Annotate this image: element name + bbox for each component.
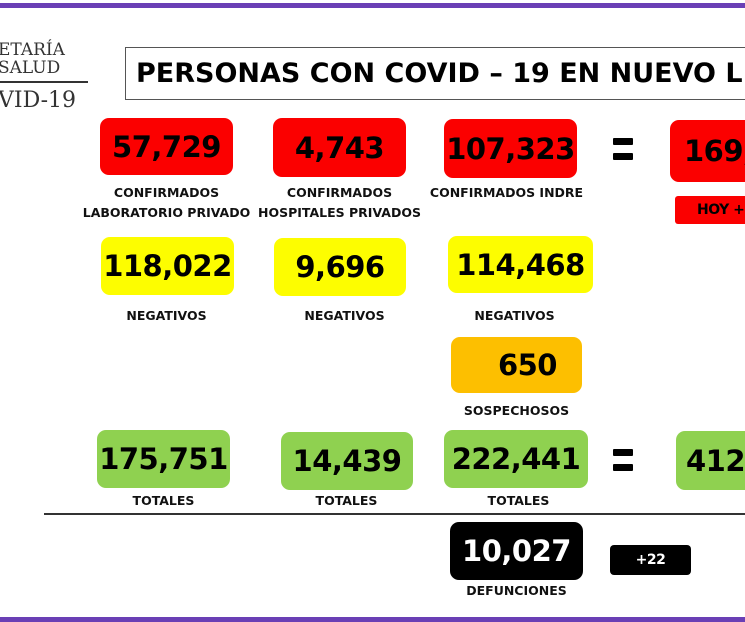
sospechosos-value: 650 xyxy=(451,337,582,393)
bottom-border xyxy=(0,617,745,622)
negativos-hosp-label: NEGATIVOS xyxy=(304,308,385,323)
sospechosos-label: SOSPECHOSOS xyxy=(463,403,570,418)
totales-hosp-label: TOTALES xyxy=(315,493,378,508)
totales-indre-value: 222,441 xyxy=(444,430,588,488)
label-line: CONFIRMADOS xyxy=(286,185,393,200)
label-line: LABORATORIO PRIVADO xyxy=(82,205,251,220)
label-line: HOSPITALES PRIVADOS xyxy=(258,205,421,220)
negativos-lab-value: 118,022 xyxy=(101,237,234,295)
logo-line3: VID-19 xyxy=(0,88,77,113)
logo-divider xyxy=(0,81,88,83)
label-line: CONFIRMADOS xyxy=(113,185,220,200)
hoy-badge: HOY + xyxy=(675,196,745,224)
totales-lab-value: 175,751 xyxy=(97,430,230,488)
logo-line1: ETARÍA xyxy=(0,40,65,60)
negativos-indre-value: 114,468 xyxy=(448,236,593,293)
totales-hosp-value: 14,439 xyxy=(281,432,413,490)
confirmados-hosp-label: CONFIRMADOS HOSPITALES PRIVADOS xyxy=(243,183,436,223)
negativos-lab-label: NEGATIVOS xyxy=(126,308,207,323)
defunciones-delta: +22 xyxy=(610,545,691,575)
page-title: PERSONAS CON COVID – 19 EN NUEVO L xyxy=(125,47,745,100)
confirmados-lab-label: CONFIRMADOS LABORATORIO PRIVADO xyxy=(70,183,263,223)
confirmados-lab-value: 57,729 xyxy=(100,118,233,175)
confirmados-total-value: 169, xyxy=(670,120,745,182)
equals-icon xyxy=(613,449,633,471)
totales-lab-label: TOTALES xyxy=(132,493,195,508)
defunciones-label: DEFUNCIONES xyxy=(466,583,567,598)
confirmados-hosp-value: 4,743 xyxy=(273,118,406,177)
confirmados-indre-value: 107,323 xyxy=(444,119,577,178)
confirmados-indre-label: CONFIRMADOS INDRE xyxy=(429,185,584,200)
negativos-indre-label: NEGATIVOS xyxy=(474,308,555,323)
divider xyxy=(44,513,745,515)
logo-line2: SALUD xyxy=(0,58,61,78)
totales-total-value: 412, xyxy=(676,431,745,490)
defunciones-value: 10,027 xyxy=(450,522,583,580)
totales-indre-label: TOTALES xyxy=(487,493,550,508)
equals-icon xyxy=(613,138,633,160)
top-border xyxy=(0,3,745,8)
negativos-hosp-value: 9,696 xyxy=(274,238,406,296)
